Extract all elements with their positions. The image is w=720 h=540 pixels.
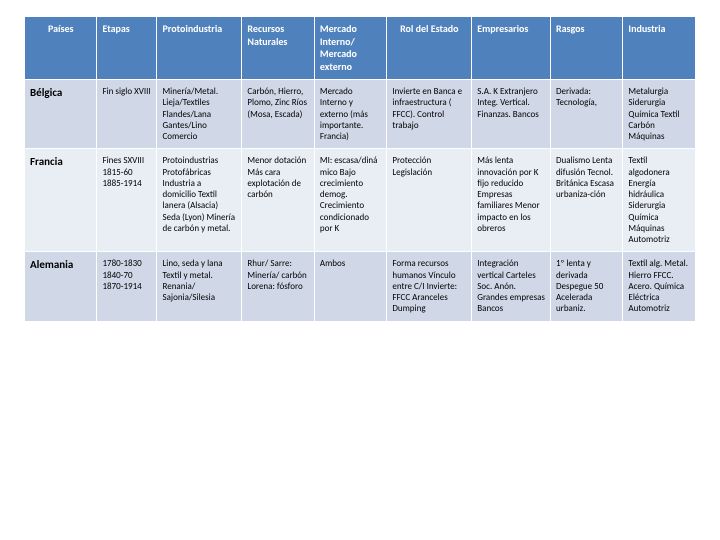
table-cell: Textil alg. Metal. Hierro FFCC. Acero. Q…	[623, 252, 696, 321]
table-cell: Dualismo Lenta difusión Tecnol. Británic…	[550, 149, 622, 252]
industrialization-table: PaísesEtapasProtoindustriaRecursos Natur…	[24, 16, 696, 322]
table-row: FranciaFines SXVIII 1815-60 1885-1914Pro…	[25, 149, 696, 252]
col-header: Etapas	[97, 17, 157, 80]
table-cell: Minería/Metal. Lieja/Textiles Flandes/La…	[157, 80, 242, 149]
table-cell: 1º lenta y derivada Despegue 50 Acelerad…	[550, 252, 622, 321]
table-cell: Fines SXVIII 1815-60 1885-1914	[97, 149, 157, 252]
table-header: PaísesEtapasProtoindustriaRecursos Natur…	[25, 17, 696, 80]
table-row: BélgicaFin siglo XVIIIMinería/Metal. Lie…	[25, 80, 696, 149]
page-container: PaísesEtapasProtoindustriaRecursos Natur…	[0, 0, 720, 338]
table-cell: Integración vertical Carteles Soc. Anón.…	[472, 252, 551, 321]
table-cell: Más lenta innovación por K fijo reducido…	[472, 149, 551, 252]
table-cell: Protección Legislación	[387, 149, 472, 252]
table-cell: Protoindustrias Protofábricas Industria …	[157, 149, 242, 252]
table-cell: Forma recursos humanos Vínculo entre C/I…	[387, 252, 472, 321]
col-header: Países	[25, 17, 97, 80]
table-cell: Mercado Interno y externo (más important…	[314, 80, 386, 149]
table-cell: Textil algodonera Energía hidráulica Sid…	[623, 149, 696, 252]
table-cell: Menor dotación Más cara explotación de c…	[242, 149, 314, 252]
table-cell: 1780-1830 1840-70 1870-1914	[97, 252, 157, 321]
table-cell: Ambos	[314, 252, 386, 321]
col-header: Mercado Interno/ Mercado externo	[314, 17, 386, 80]
table-cell: MI: escasa/diná mico Bajo crecimiento de…	[314, 149, 386, 252]
col-header: Rol del Estado	[387, 17, 472, 80]
row-country: Francia	[25, 149, 97, 252]
table-cell: Fin siglo XVIII	[97, 80, 157, 149]
table-body: BélgicaFin siglo XVIIIMinería/Metal. Lie…	[25, 80, 696, 322]
row-country: Alemania	[25, 252, 97, 321]
table-row: Alemania1780-1830 1840-70 1870-1914Lino,…	[25, 252, 696, 321]
col-header: Industria	[623, 17, 696, 80]
table-cell: Derivada: Tecnología,	[550, 80, 622, 149]
table-cell: Lino, seda y lana Textil y metal. Renani…	[157, 252, 242, 321]
col-header: Protoindustria	[157, 17, 242, 80]
table-cell: Carbón, Hierro, Plomo, Zinc Ríos (Mosa, …	[242, 80, 314, 149]
table-cell: Rhur/ Sarre: Minería/ carbón Lorena: fós…	[242, 252, 314, 321]
col-header: Empresarios	[472, 17, 551, 80]
table-cell: Invierte en Banca e infraestructura ( FF…	[387, 80, 472, 149]
table-cell: S.A. K Extranjero Integ. Vertical. Finan…	[472, 80, 551, 149]
col-header: Recursos Naturales	[242, 17, 314, 80]
table-cell: Metalurgia Siderurgia Química Textil Car…	[623, 80, 696, 149]
col-header: Rasgos	[550, 17, 622, 80]
row-country: Bélgica	[25, 80, 97, 149]
